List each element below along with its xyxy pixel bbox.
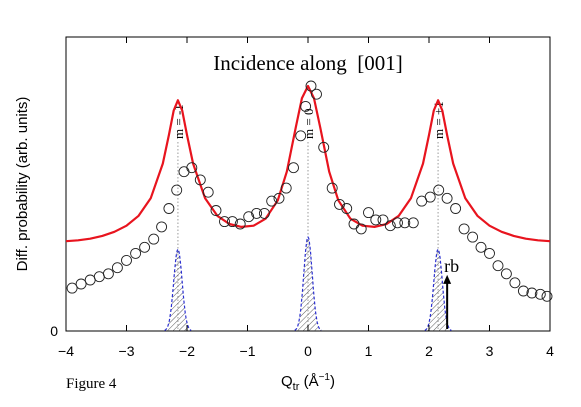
data-point [258, 207, 270, 219]
measured-points [66, 80, 553, 302]
data-point [93, 271, 105, 283]
data-point [377, 214, 389, 226]
x-axis-label-sub: tr [293, 381, 300, 393]
peak-hatch-fill [164, 249, 192, 331]
data-point [399, 217, 411, 229]
data-point [492, 260, 504, 272]
data-point [311, 88, 322, 100]
data-point [300, 100, 312, 112]
x-axis-label-unit: (Å [299, 373, 318, 390]
data-point [384, 220, 396, 232]
data-point [202, 186, 214, 198]
data-point [178, 166, 190, 178]
data-point [341, 203, 353, 214]
peak-outline [164, 248, 192, 331]
data-point [318, 141, 330, 153]
data-point [130, 247, 142, 259]
data-point [280, 182, 292, 194]
rb-annotation: rb [443, 256, 459, 329]
data-point [111, 262, 123, 274]
data-point [424, 191, 436, 203]
x-tick-label: −4 [58, 343, 74, 359]
data-point [450, 203, 462, 214]
chart-title: Incidence along [001] [213, 51, 403, 75]
data-point [288, 162, 299, 174]
rb-label: rb [444, 256, 459, 276]
data-point [171, 184, 183, 196]
data-point [234, 218, 246, 230]
data-point [266, 195, 278, 207]
figure-caption: Figure 4 [66, 376, 117, 392]
peak-hatch-fill [294, 237, 322, 331]
data-point [273, 192, 285, 204]
x-tick-label: 1 [365, 343, 373, 359]
rb-arrow-head [443, 274, 452, 284]
data-point [355, 223, 367, 235]
x-tick-label: 4 [546, 343, 554, 359]
data-point [475, 241, 487, 253]
data-point [407, 217, 419, 229]
data-point [243, 211, 255, 223]
data-point [433, 184, 445, 196]
data-point [509, 277, 521, 289]
x-axis-label-exp: −1 [319, 372, 331, 383]
data-point [370, 214, 382, 226]
data-point [305, 80, 317, 92]
data-point [84, 274, 96, 286]
order-label: m = 0 [301, 109, 316, 139]
data-point [219, 216, 230, 228]
data-point [326, 182, 338, 194]
data-point [156, 221, 168, 233]
data-point [295, 130, 307, 142]
hatched-peaks [164, 235, 452, 331]
data-point [251, 207, 263, 219]
data-point [517, 285, 529, 297]
data-point [534, 288, 546, 300]
x-axis-label-close: ) [330, 373, 335, 390]
x-axis-label: Qtr (Å−1) [281, 372, 335, 393]
data-point [210, 205, 222, 216]
x-axis-label-main: Q [281, 373, 293, 390]
fitted-curve [66, 84, 550, 243]
data-point [541, 290, 553, 302]
data-point [392, 217, 403, 229]
x-tick-label: −2 [179, 343, 195, 359]
data-point [500, 268, 512, 280]
data-point [441, 192, 453, 204]
data-point [484, 247, 495, 259]
data-point [194, 174, 206, 186]
x-axis-ticks: −4 −3 −2 −1 0 1 2 3 4 [58, 37, 554, 359]
y-tick-label: 0 [50, 323, 58, 339]
fitted-curve-line [66, 84, 550, 243]
data-point [66, 282, 78, 294]
data-point [102, 268, 114, 280]
data-point [467, 231, 479, 243]
data-point [148, 233, 160, 245]
data-point [226, 216, 238, 228]
x-tick-label: −3 [119, 343, 135, 359]
y-axis-label: Diff. probability (arb. units) [14, 97, 31, 272]
peak-outline [294, 235, 322, 331]
data-point [75, 278, 87, 290]
data-point [163, 203, 175, 214]
data-point [139, 241, 151, 253]
x-tick-label: 0 [304, 343, 312, 359]
x-tick-label: 2 [425, 343, 433, 359]
data-point [121, 254, 132, 266]
data-point [363, 207, 374, 219]
data-point [526, 287, 538, 299]
x-tick-label: −1 [240, 343, 256, 359]
data-point [458, 223, 470, 235]
x-tick-label: 3 [486, 343, 494, 359]
data-point [186, 162, 198, 174]
